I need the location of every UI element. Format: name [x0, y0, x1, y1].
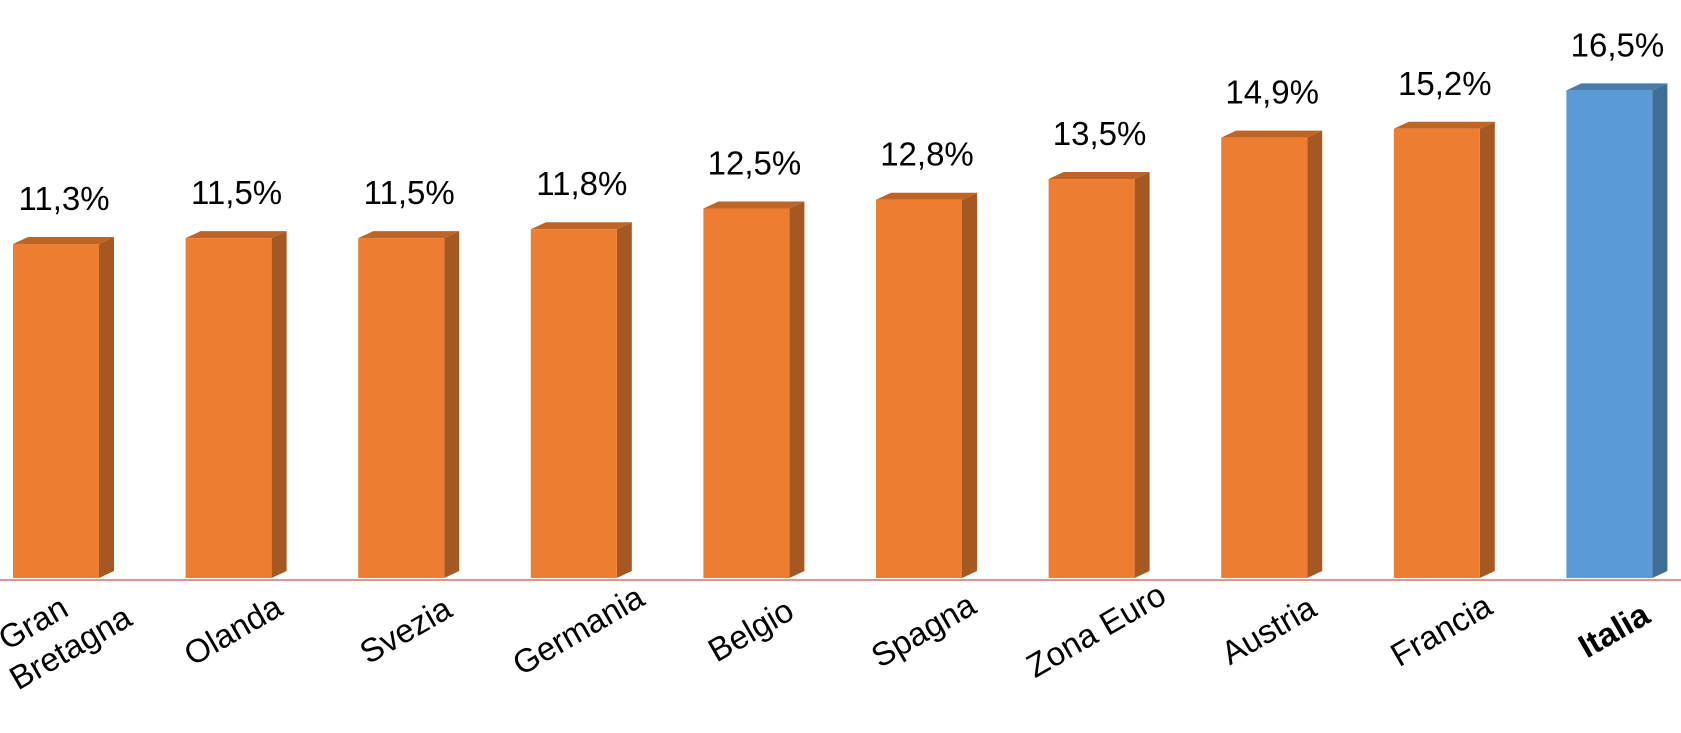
bar-top — [1393, 121, 1495, 129]
data-label: 11,8% — [536, 165, 627, 202]
bar-side — [1479, 121, 1495, 578]
bar — [1221, 137, 1308, 578]
x-tick-label-line: Zona Euro — [1020, 575, 1172, 684]
x-tick-label: Italia — [1572, 595, 1656, 665]
bar-side — [789, 201, 805, 579]
bar — [1393, 128, 1480, 578]
bar-top — [1566, 83, 1668, 91]
bar — [530, 229, 617, 578]
data-label: 11,3% — [18, 180, 109, 217]
bar-side — [271, 231, 287, 578]
bar — [13, 244, 99, 578]
data-label: 16,5% — [1571, 26, 1665, 63]
bar-side — [99, 237, 114, 578]
x-tick-label: GranBretagna — [0, 563, 138, 697]
x-tick-label: Belgio — [702, 591, 800, 669]
x-tick-label-line: Austria — [1215, 588, 1323, 672]
bar-side — [1134, 172, 1150, 578]
x-tick-label: Svezia — [353, 589, 458, 671]
x-tick-label-line: Belgio — [702, 591, 800, 669]
bar-top — [1048, 172, 1150, 179]
bar — [1048, 179, 1135, 578]
x-tick-label-line: Francia — [1384, 586, 1498, 673]
bar — [703, 208, 790, 579]
bar-side — [616, 222, 632, 578]
x-tick-label-line: Olanda — [178, 587, 289, 673]
bar — [1566, 90, 1653, 578]
x-tick-label: Francia — [1384, 586, 1498, 673]
bar-top — [530, 222, 632, 230]
bar-side — [444, 231, 460, 578]
bar-side — [1652, 83, 1668, 578]
x-tick-label-line: Italia — [1572, 595, 1656, 665]
data-label: 11,5% — [364, 174, 455, 211]
bar — [358, 238, 445, 578]
bar-top — [185, 231, 287, 239]
data-label: 11,5% — [191, 174, 282, 211]
bar-top — [703, 201, 805, 209]
bar — [185, 238, 272, 578]
bar-side — [1307, 130, 1323, 578]
x-tick-label-line: Spagna — [865, 585, 983, 674]
data-label: 13,5% — [1053, 115, 1147, 152]
x-tick-label: Germania — [506, 577, 651, 682]
data-label: 12,5% — [708, 145, 802, 182]
bar-top — [876, 192, 977, 200]
bar — [876, 199, 962, 578]
x-tick-label: Olanda — [178, 587, 289, 673]
x-tick-label-line: Svezia — [353, 589, 458, 671]
x-tick-label: Spagna — [865, 585, 983, 674]
data-label: 12,8% — [880, 136, 974, 173]
x-tick-label-line: Germania — [506, 577, 651, 682]
data-label: 14,9% — [1225, 74, 1319, 111]
bar-top — [13, 237, 114, 245]
bar-top — [1221, 130, 1323, 138]
bar-side — [962, 192, 977, 578]
x-tick-label: Austria — [1215, 588, 1323, 672]
data-label: 15,2% — [1398, 65, 1492, 102]
x-tick-label: Zona Euro — [1020, 575, 1172, 684]
bar-top — [358, 231, 460, 239]
